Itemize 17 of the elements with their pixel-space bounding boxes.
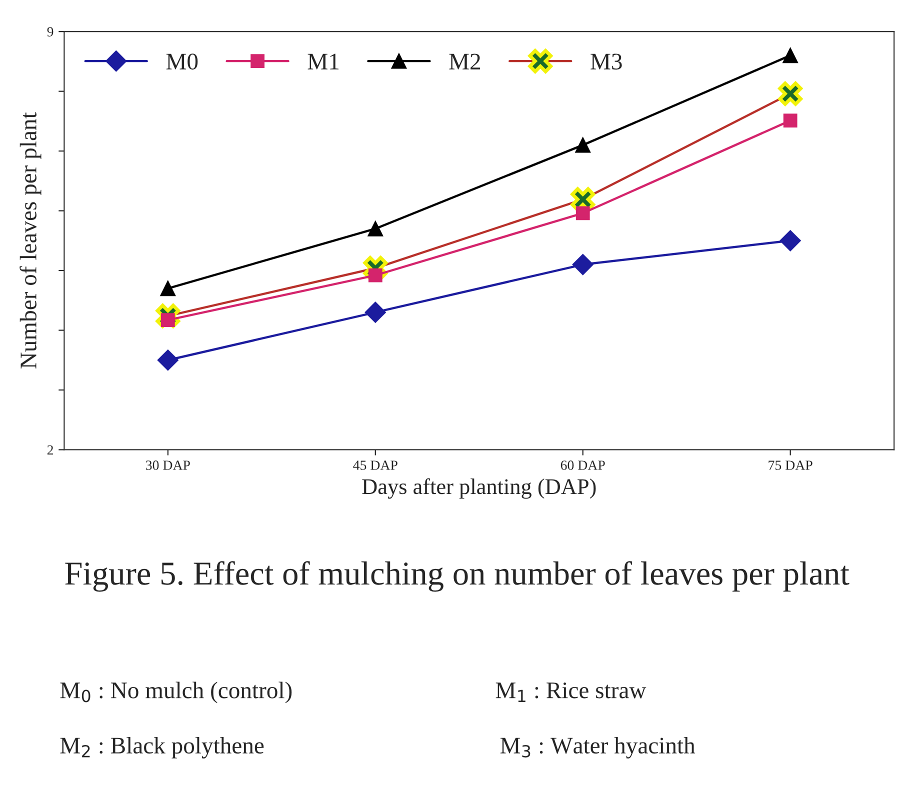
x-tick-label: 60 DAP [560, 460, 605, 470]
caption: Figure 5. Effect of mulching on number of leaves per plant [65, 561, 850, 592]
text: M$_{1}$ : Rice straw [496, 682, 646, 702]
legend-label: M1 [308, 54, 339, 70]
x-tick-label: 45 DAP [353, 460, 398, 470]
text: M$_{3}$ : Water hyacinth [500, 736, 696, 758]
y-tick-label: 9 [47, 27, 54, 37]
x-tick-label: 30 DAP [146, 460, 190, 470]
text: M$_{2}$ : Black polythene [60, 736, 264, 758]
text: M$_{0}$ : No mulch (control) [60, 682, 292, 704]
x-axis-title: Days after planting (DAP) [362, 478, 596, 499]
legend-label: M0 [166, 54, 198, 70]
legend-label: M2 [449, 54, 480, 70]
y-axis-title: Number of leaves per plant [20, 112, 42, 368]
legend-label: M3 [590, 54, 622, 70]
x-tick-label: 75 DAP [768, 460, 812, 470]
y-tick-label: 2 [47, 445, 54, 455]
